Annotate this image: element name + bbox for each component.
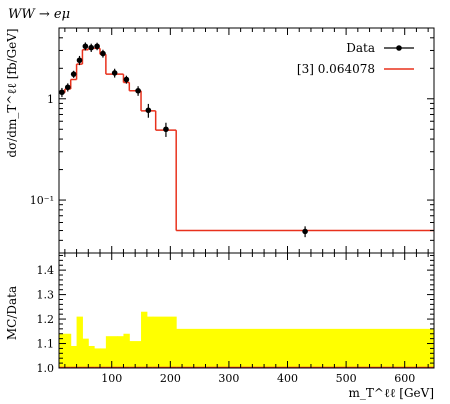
y-tick-label: 1 xyxy=(47,93,54,106)
legend-entry-mc: [3] 0.064078 xyxy=(297,62,375,76)
data-point xyxy=(59,89,65,96)
data-point xyxy=(123,76,130,83)
x-tick-label: 100 xyxy=(101,372,122,385)
ratio-band xyxy=(70,345,78,368)
data-point xyxy=(145,107,152,114)
ratio-band xyxy=(123,333,130,368)
ratio-band xyxy=(146,316,154,368)
ratio-band xyxy=(176,328,435,368)
x-tick-label: 300 xyxy=(218,372,239,385)
data-point xyxy=(82,43,89,50)
data-point xyxy=(94,43,100,50)
ratio-y-tick-label: 1.3 xyxy=(37,289,55,302)
ratio-band xyxy=(59,333,72,368)
data-point xyxy=(163,126,169,133)
x-tick-label: 200 xyxy=(160,372,181,385)
legend-data-marker xyxy=(396,45,402,51)
ratio-band xyxy=(88,345,95,368)
ratio-band xyxy=(82,338,89,368)
ratio-band xyxy=(94,348,101,368)
x-tick-label: 600 xyxy=(394,372,415,385)
chart-title: WW → eμ xyxy=(8,7,70,22)
data-point xyxy=(100,50,106,57)
y-tick-label: 10⁻¹ xyxy=(30,194,54,207)
x-tick-label: 400 xyxy=(277,372,298,385)
data-point xyxy=(111,70,118,76)
ratio-band xyxy=(141,311,148,368)
data-point xyxy=(302,228,308,235)
x-axis-label: m_T^ℓℓ [GeV] xyxy=(349,386,434,400)
ratio-band xyxy=(152,316,177,368)
ratio-y-tick-label: 1.2 xyxy=(37,313,55,326)
ratio-band xyxy=(105,336,119,368)
x-tick-label: 500 xyxy=(336,372,357,385)
ratio-frame xyxy=(58,252,435,369)
data-point xyxy=(64,84,71,91)
ratio-y-axis-label: MC/Data xyxy=(5,286,19,340)
main-frame xyxy=(58,27,435,254)
data-point xyxy=(70,71,77,77)
ratio-y-tick-label: 1.0 xyxy=(37,362,55,375)
ratio-band xyxy=(76,316,83,368)
ratio-y-tick-label: 1.1 xyxy=(37,338,55,351)
ratio-y-tick-label: 1.4 xyxy=(37,264,55,277)
ratio-band xyxy=(129,341,142,368)
data-point xyxy=(135,87,141,94)
y-axis-label: dσ/dm_T^ℓℓ [fb/GeV] xyxy=(5,28,19,157)
main-plot-panel: 10⁻¹ 1 xyxy=(30,27,435,254)
legend: Data [3] 0.064078 xyxy=(297,41,414,76)
legend-entry-data: Data xyxy=(346,41,375,55)
ratio-band xyxy=(100,348,107,368)
data-point xyxy=(76,57,83,64)
data-point xyxy=(88,44,95,51)
ratio-band xyxy=(117,336,124,368)
ratio-plot-panel: 1.0 1.1 1.2 1.3 1.4 100 200 300 400 500 600 xyxy=(37,252,435,385)
